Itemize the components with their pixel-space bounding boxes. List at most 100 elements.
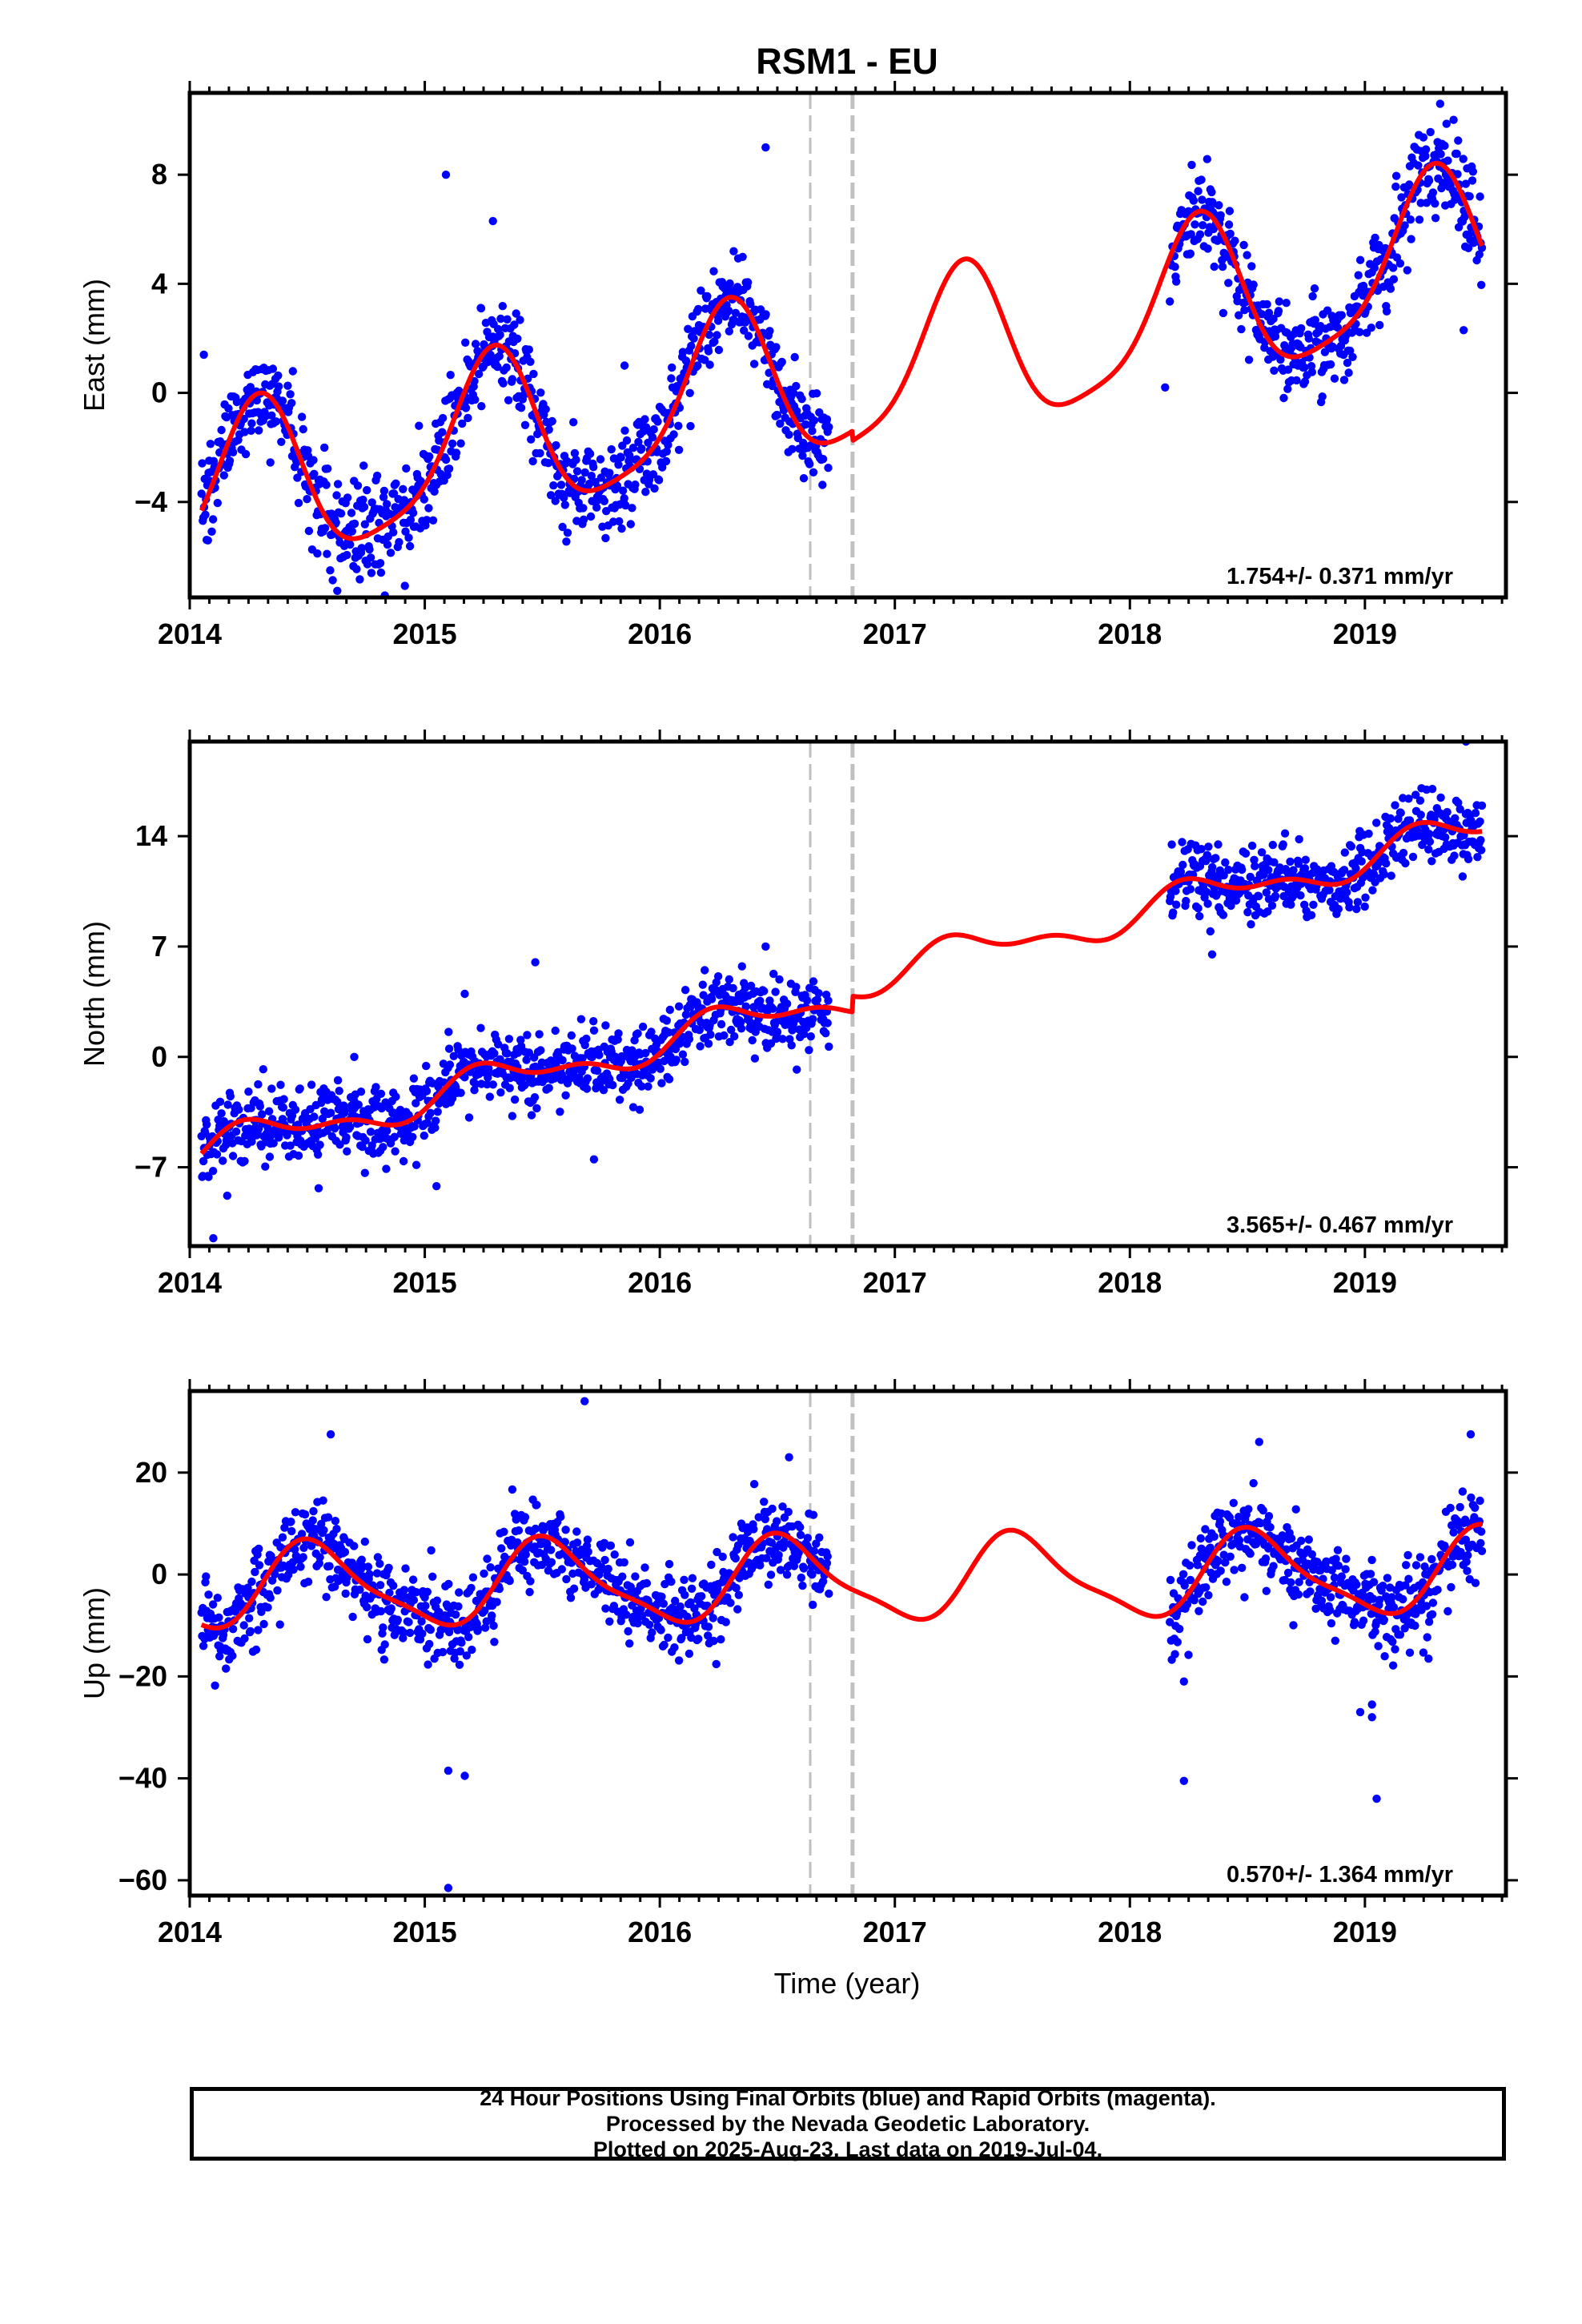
data-point <box>456 439 465 448</box>
data-point <box>274 371 283 380</box>
data-point <box>654 476 664 485</box>
data-point <box>687 1584 697 1594</box>
data-point <box>1195 1606 1203 1616</box>
data-point <box>556 1512 565 1522</box>
data-point <box>1421 151 1430 161</box>
data-point <box>318 1114 327 1124</box>
data-point <box>1280 829 1290 838</box>
data-point <box>750 1054 760 1063</box>
data-point <box>707 1560 716 1570</box>
data-point <box>1175 1624 1184 1634</box>
data-point <box>1476 1496 1484 1506</box>
data-point <box>1266 1522 1275 1532</box>
data-point <box>1348 352 1357 361</box>
data-point <box>355 1585 364 1594</box>
data-point <box>422 516 432 525</box>
data-point <box>516 404 526 412</box>
data-point <box>347 527 356 536</box>
data-point <box>818 1577 828 1586</box>
data-point <box>667 1577 676 1586</box>
data-point <box>1466 1429 1476 1439</box>
data-point <box>731 1554 740 1563</box>
data-point <box>444 1027 453 1036</box>
data-point <box>1436 793 1445 802</box>
data-point <box>457 1638 466 1647</box>
data-point <box>796 1522 805 1532</box>
data-point <box>1427 785 1437 794</box>
data-point <box>1263 300 1271 309</box>
data-point <box>1424 830 1434 838</box>
data-point <box>658 463 667 472</box>
data-point <box>497 1544 506 1553</box>
data-point <box>812 1539 821 1548</box>
data-point <box>490 1049 499 1058</box>
data-point <box>577 476 586 485</box>
data-point <box>1207 187 1216 197</box>
data-point <box>1287 1578 1295 1587</box>
data-point <box>427 1546 436 1555</box>
data-point <box>336 509 346 518</box>
y-tick-label: 0 <box>151 376 167 409</box>
data-point <box>1387 871 1395 880</box>
data-point <box>353 481 363 490</box>
data-point <box>665 1559 674 1569</box>
data-point <box>532 1501 541 1510</box>
data-point <box>1176 867 1186 876</box>
data-point <box>1275 297 1284 306</box>
x-tick-label: 2015 <box>393 617 457 650</box>
data-point <box>1254 891 1263 901</box>
data-point <box>657 1079 666 1088</box>
footer-note-box: 24 Hour Positions Using Final Orbits (bl… <box>190 2086 1506 2161</box>
data-point <box>572 456 580 464</box>
data-point <box>551 1026 560 1035</box>
data-point <box>589 1155 599 1164</box>
data-point <box>1359 1616 1368 1625</box>
data-point <box>1219 911 1228 919</box>
x-tick-label: 2015 <box>393 1916 457 1948</box>
data-point <box>1369 870 1379 879</box>
data-point <box>352 565 361 573</box>
data-point <box>561 1091 570 1100</box>
data-point <box>455 1588 464 1597</box>
data-point <box>709 1636 718 1646</box>
data-point <box>486 1563 495 1572</box>
data-point <box>677 1634 686 1642</box>
data-point <box>1169 908 1178 917</box>
data-point <box>1222 1578 1231 1586</box>
footer-line-2: Processed by the Nevada Geodetic Laborat… <box>605 2112 1090 2136</box>
data-point <box>505 1576 514 1586</box>
data-point <box>773 1027 782 1036</box>
data-point <box>812 389 821 398</box>
data-point <box>1210 262 1219 271</box>
data-point <box>546 491 556 500</box>
data-point <box>204 1172 213 1181</box>
data-point <box>204 1590 213 1599</box>
data-point <box>638 1611 647 1620</box>
data-point <box>707 995 717 1003</box>
data-point <box>399 485 408 493</box>
data-point <box>568 1044 576 1053</box>
data-point <box>601 533 610 543</box>
data-point <box>1215 201 1223 210</box>
data-point <box>1411 1561 1421 1570</box>
data-point <box>379 493 388 501</box>
data-point <box>1326 1593 1335 1602</box>
y-tick-label: −60 <box>118 1864 167 1896</box>
data-point <box>1295 834 1303 844</box>
data-point <box>1387 1593 1396 1602</box>
data-point <box>327 1108 335 1117</box>
data-point <box>1464 854 1473 864</box>
data-point <box>422 1061 431 1071</box>
data-point <box>294 498 303 508</box>
footer-line-1: 24 Hour Positions Using Final Orbits (bl… <box>480 2086 1216 2110</box>
data-point <box>1391 801 1399 810</box>
data-point <box>244 1088 253 1096</box>
data-point <box>558 1055 567 1065</box>
data-point <box>1244 1505 1253 1514</box>
data-point <box>1337 1572 1347 1581</box>
data-point <box>203 536 212 545</box>
data-point <box>738 252 747 261</box>
data-point <box>760 1498 769 1506</box>
y-tick-label: −20 <box>118 1659 167 1692</box>
